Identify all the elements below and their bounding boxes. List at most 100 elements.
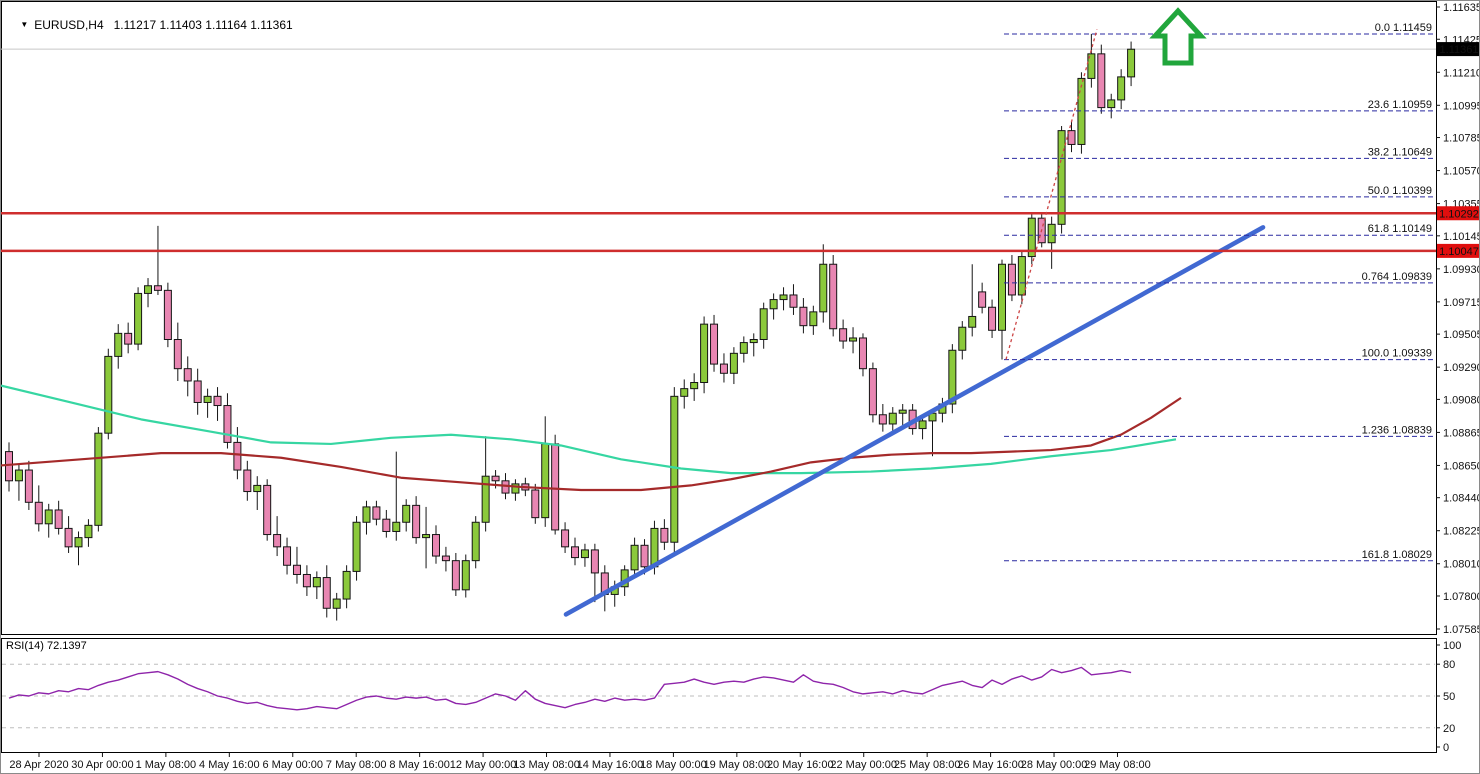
candle [461, 554, 470, 598]
candle [511, 479, 520, 501]
time-axis-label: 7 May 08:00 [326, 759, 387, 771]
candle [1047, 216, 1056, 269]
candle [1117, 69, 1126, 110]
candle [44, 503, 53, 538]
candle [342, 565, 351, 609]
candle [104, 348, 113, 440]
time-axis-label: 28 May 00:00 [1021, 759, 1088, 771]
time-axis-label: 30 Apr 00:00 [71, 759, 133, 771]
candle [630, 537, 639, 578]
chart-header: ▼ EURUSD,H4 1.11217 1.11403 1.11164 1.1136… [7, 4, 293, 46]
symbol-timeframe-label: EURUSD,H4 [34, 18, 104, 32]
candle [1017, 251, 1026, 305]
price-axis-label: 1.09505 [1443, 329, 1480, 341]
price-axis-label: 1.09930 [1443, 264, 1480, 276]
candle [312, 571, 321, 600]
candle [769, 293, 778, 320]
candle [1007, 255, 1016, 302]
price-axis-label: 1.09290 [1443, 362, 1480, 374]
time-axis-label: 20 May 16:00 [767, 759, 834, 771]
candle [213, 387, 222, 421]
candle [888, 407, 897, 434]
candle [809, 305, 818, 335]
candle [34, 485, 43, 532]
price-axis-label: 1.09080 [1443, 394, 1480, 406]
candle [153, 225, 162, 295]
candle [978, 282, 987, 314]
price-axis-label: 1.08440 [1443, 493, 1480, 505]
price-axis-label: 1.10995 [1443, 100, 1480, 112]
candle [362, 500, 371, 535]
slow-ma-brown [1, 396, 1182, 492]
time-axis-label: 13 May 08:00 [513, 759, 580, 771]
candle [1077, 72, 1086, 154]
ohlc-values: 1.11217 1.11403 1.11164 1.11361 [113, 18, 293, 32]
price-axis-label: 1.11210 [1443, 67, 1480, 79]
candle [878, 404, 887, 432]
candle [124, 322, 133, 354]
time-axis-label: 14 May 16:00 [577, 759, 644, 771]
candle [1067, 121, 1076, 153]
candle [670, 387, 679, 553]
rsi-indicator-label: RSI(14) 72.1397 [6, 640, 87, 652]
time-axis-label: 25 May 08:00 [894, 759, 961, 771]
candle [849, 327, 858, 354]
candle [1087, 33, 1096, 88]
candle [283, 537, 292, 575]
rsi-axis-label: 20 [1443, 723, 1455, 735]
time-axis-label: 22 May 00:00 [830, 759, 897, 771]
hline-price-badge-label: 1.10047 [1439, 246, 1479, 258]
price-pane[interactable] [1, 1, 1437, 635]
fib-level-label: 100.0 1.09339 [1362, 348, 1432, 360]
support-trendline[interactable] [563, 225, 1266, 617]
candle [392, 451, 401, 541]
candle [779, 287, 788, 311]
fib-level-label: 1.236 1.08839 [1362, 424, 1432, 436]
candle [739, 336, 748, 363]
candle [829, 255, 838, 337]
time-axis-label: 4 May 16:00 [199, 759, 260, 771]
price-axis-label: 1.08650 [1443, 460, 1480, 472]
candle [1107, 93, 1116, 119]
time-axis-label: 18 May 00:00 [640, 759, 707, 771]
candle [322, 565, 331, 618]
candle [868, 362, 877, 423]
price-axis-label: 1.10570 [1443, 166, 1480, 178]
candle [451, 552, 460, 596]
time-axis-label: 8 May 16:00 [389, 759, 450, 771]
candle [839, 319, 848, 349]
hline-price-badge [1437, 243, 1479, 258]
fib-level-label: 38.2 1.10649 [1368, 146, 1432, 158]
time-axis-label: 28 Apr 2020 [9, 759, 68, 771]
candle [74, 531, 83, 566]
fib-level-label: 61.8 1.10149 [1368, 223, 1432, 235]
candle [719, 353, 728, 383]
candle [223, 393, 232, 449]
fib-level-label: 0.0 1.11459 [1375, 22, 1432, 34]
candle [5, 442, 13, 492]
candle [700, 316, 709, 394]
candle [412, 496, 421, 544]
rsi-axis-label: 80 [1443, 659, 1455, 671]
candle [292, 546, 301, 584]
candle [382, 509, 391, 538]
candle [531, 483, 540, 524]
fast-ma-teal [1, 384, 1177, 475]
hline-price-badge-label: 1.10292 [1439, 208, 1479, 220]
candle [988, 299, 997, 338]
candle [680, 379, 689, 409]
candle [799, 298, 808, 334]
time-axis-label: 12 May 00:00 [450, 759, 517, 771]
up-arrow-object[interactable] [1149, 7, 1207, 66]
fib-level-label: 50.0 1.10399 [1368, 185, 1432, 197]
hline-price-badge [1437, 206, 1479, 221]
time-axis-label: 1 May 08:00 [136, 759, 197, 771]
current-price-badge [1437, 42, 1479, 57]
candle [24, 460, 33, 510]
price-axis-label: 1.08010 [1443, 559, 1480, 571]
fib-level-label: 23.6 1.10959 [1368, 99, 1432, 111]
candle [819, 244, 828, 323]
candle [590, 543, 599, 603]
